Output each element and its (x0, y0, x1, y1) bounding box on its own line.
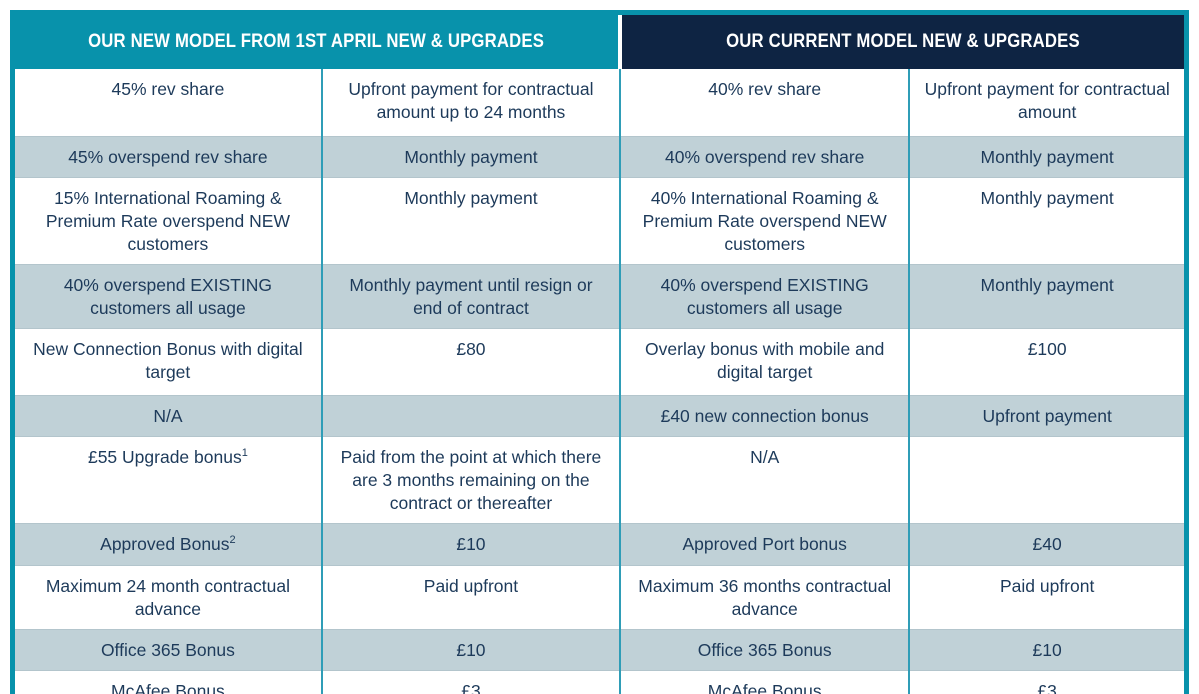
table-cell-r1-c4: Upfront payment for contractual amount (908, 69, 1187, 136)
table-cell-r4-c4: Monthly payment (908, 263, 1187, 329)
table-cell-r6-c3: £40 new connection bonus (619, 395, 910, 437)
table-cell-r7-c4 (908, 436, 1187, 524)
header-current-model-label: OUR CURRENT MODEL NEW & UPGRADES (726, 31, 1080, 52)
header-current-model: OUR CURRENT MODEL NEW & UPGRADES (618, 12, 1187, 69)
table-cell-r2-c2: Monthly payment (320, 135, 621, 178)
table-cell-r6-c1: N/A (12, 395, 322, 437)
table-cell-r9-c3: Maximum 36 months contractual advance (619, 564, 910, 630)
table-row: 40% overspend EXISTING customers all usa… (12, 263, 1187, 329)
table-cell-r8-c1: Approved Bonus2 (12, 523, 322, 566)
table-cell-r10-c3: Office 365 Bonus (619, 628, 910, 671)
table-cell-r11-c4: £3 (908, 669, 1187, 694)
table-cell-r4-c1: 40% overspend EXISTING customers all usa… (12, 263, 322, 329)
table-cell-r6-c4: Upfront payment (908, 395, 1187, 437)
table-cell-r3-c2: Monthly payment (320, 176, 621, 265)
table-cell-r10-c2: £10 (320, 628, 621, 671)
table-cell-r5-c4: £100 (908, 328, 1187, 396)
table-cell-r4-c2: Monthly payment until resign or end of c… (320, 263, 621, 329)
table-cell-r9-c2: Paid upfront (320, 564, 621, 630)
table-cell-r6-c2 (320, 395, 621, 437)
table-cell-r8-c2: £10 (320, 523, 621, 566)
table-cell-r7-c1: £55 Upgrade bonus1 (12, 436, 322, 524)
table-row: McAfee Bonus £3 McAfee Bonus £3 (12, 669, 1187, 694)
table-cell-r2-c3: 40% overspend rev share (619, 135, 910, 178)
table-cell-r10-c4: £10 (908, 628, 1187, 671)
table-row: 45% rev share Upfront payment for contrac… (13, 69, 1187, 136)
table-row: 15% International Roaming & Premium Rate… (12, 176, 1187, 265)
table-cell-r2-c4: Monthly payment (908, 135, 1187, 178)
header-new-model-label: OUR NEW MODEL FROM 1ST APRIL NEW & UPGRA… (88, 31, 545, 52)
table-row: £55 Upgrade bonus1 Paid from the point at… (12, 436, 1187, 524)
table-row: Maximum 24 month contractual advance Paid… (12, 564, 1187, 630)
table-row: New Connection Bonus with digital target… (12, 328, 1187, 396)
table-cell-r5-c3: Overlay bonus with mobile and digital ta… (619, 328, 910, 396)
table-cell-r3-c4: Monthly payment (908, 176, 1187, 265)
table-cell-r5-c2: £80 (320, 328, 621, 396)
table-cell-r2-c1: 45% overspend rev share (12, 135, 322, 178)
table-cell-r8-c3: Approved Port bonus (619, 523, 910, 566)
table-cell-r11-c3: McAfee Bonus (619, 669, 910, 694)
table-cell-r9-c4: Paid upfront (908, 564, 1187, 630)
table-cell-r1-c2: Upfront payment for contractual amount u… (320, 69, 621, 136)
table-row: N/A £40 new connection bonus Upfront payme… (12, 395, 1187, 437)
footnote-marker: 2 (229, 534, 236, 547)
table-cell-r7-c2: Paid from the point at which there are 3… (320, 436, 621, 524)
table-cell-r11-c2: £3 (320, 669, 621, 694)
footnote-marker: 1 (241, 447, 248, 460)
comparison-table-body: 45% rev share Upfront payment for contrac… (12, 69, 1187, 694)
table-row: Approved Bonus2 £10 Approved Port bonus £40 (12, 523, 1187, 566)
table-row: 45% overspend rev share Monthly payment 40… (12, 135, 1187, 178)
header-new-model: OUR NEW MODEL FROM 1ST APRIL NEW & UPGRA… (12, 12, 621, 69)
table-cell-r3-c1: 15% International Roaming & Premium Rate… (12, 176, 322, 265)
table-cell-r8-c4: £40 (908, 523, 1187, 566)
table-cell-r4-c3: 40% overspend EXISTING customers all usa… (619, 263, 910, 329)
table-cell-r3-c3: 40% International Roaming & Premium Rate… (619, 176, 910, 265)
table-cell-r1-c1: 45% rev share (111, 79, 225, 99)
table-cell-r11-c1: McAfee Bonus (12, 669, 322, 694)
table-cell-r9-c1: Maximum 24 month contractual advance (12, 564, 322, 630)
table-row: Office 365 Bonus £10 Office 365 Bonus £10 (12, 628, 1187, 671)
table-cell-r1-c3: 40% rev share (619, 69, 910, 136)
table-cell-r10-c1: Office 365 Bonus (12, 628, 322, 671)
comparison-table: OUR NEW MODEL FROM 1ST APRIL NEW & UPGRA… (10, 10, 1189, 694)
table-cell-r5-c1: New Connection Bonus with digital target (12, 328, 322, 396)
table-cell-r7-c3: N/A (619, 436, 910, 524)
header-row: OUR NEW MODEL FROM 1ST APRIL NEW & UPGRA… (12, 12, 1187, 69)
